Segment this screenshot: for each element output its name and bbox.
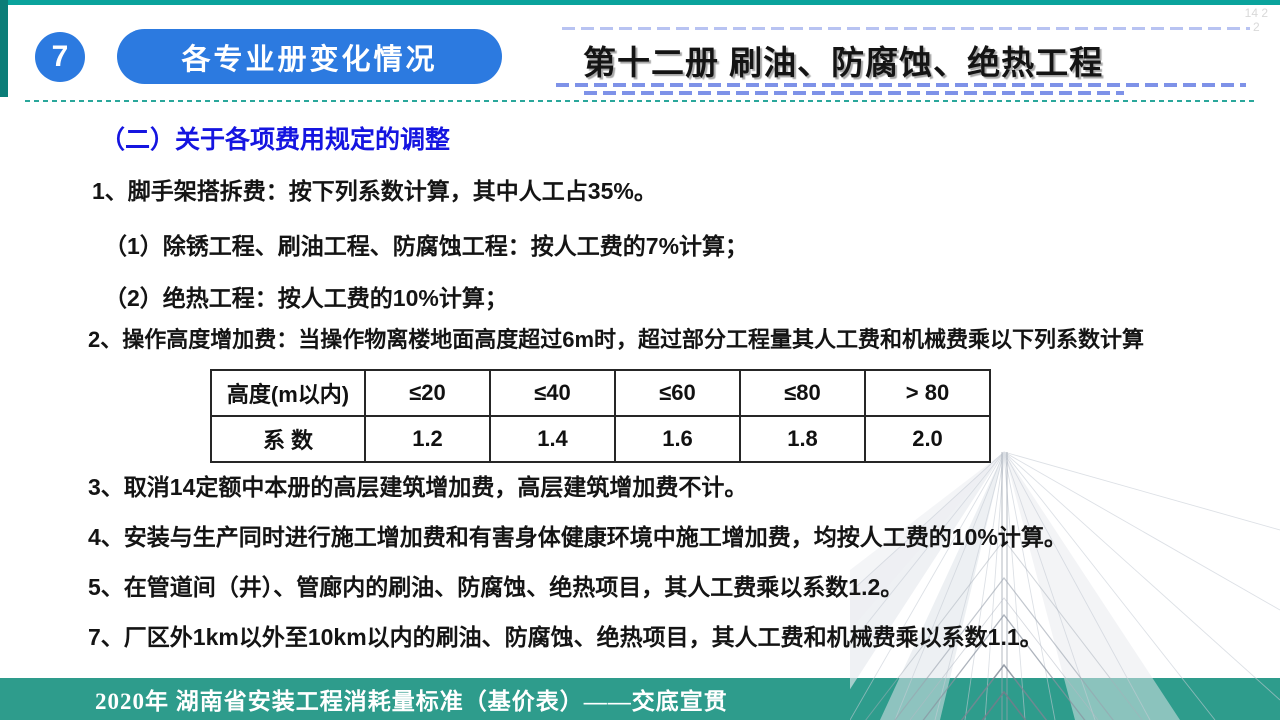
table-cell: 1.2 [364,415,491,463]
top-accent-strip [0,0,1280,5]
paragraph-5: 5、在管道间（井）、管廊内的刷油、防腐蚀、绝热项目，其人工费乘以系数1.2。 [88,574,904,600]
paragraph-7: 7、厂区外1km以外至10km以内的刷油、防腐蚀、绝热项目，其人工费和机械费乘以… [88,624,1043,650]
table-cell: ≤60 [614,369,741,417]
table-cell: 1.4 [489,415,616,463]
title-dash-line-2 [584,91,1124,95]
paragraph-4: 4、安装与生产同时进行施工增加费和有害身体健康环境中施工增加费，均按人工费的10… [88,524,1067,550]
corner-note-line1: 14 2 [1244,6,1268,20]
section-pill-label: 各专业册变化情况 [181,43,438,76]
paragraph-1-sub1: （1）除锈工程、刷油工程、防腐蚀工程：按人工费的7%计算； [104,233,749,259]
table-cell: ≤40 [489,369,616,417]
left-edge-accent [0,0,8,97]
table-cell: ≤20 [364,369,491,417]
corner-note: 14 2 2 [1245,6,1268,34]
paragraph-2: 2、操作高度增加费：当操作物离楼地面高度超过6m时，超过部分工程量其人工费和机械… [88,327,1145,352]
paragraph-1-sub2: （2）绝热工程：按人工费的10%计算； [104,285,508,311]
table-row: 系 数 1.2 1.4 1.6 1.8 2.0 [210,415,991,463]
paragraph-1: 1、脚手架搭拆费：按下列系数计算，其中人工占35%。 [92,178,657,204]
table-cell: 1.8 [739,415,866,463]
slide-number-badge: 7 [35,32,85,82]
title-dash-line-top [562,27,1250,30]
title-dash-line-1 [556,83,1246,87]
height-coefficient-table: 高度(m以内) ≤20 ≤40 ≤60 ≤80 > 80 系 数 1.2 1.4… [210,369,991,463]
page-title: 第十二册 刷油、防腐蚀、绝热工程 [583,44,1104,81]
table-cell: 高度(m以内) [210,369,366,417]
footer-caption: 2020年 湖南省安装工程消耗量标准（基价表）——交底宣贯 [95,689,728,714]
corner-note-line2: 2 [1252,20,1260,34]
section-heading: （二）关于各项费用规定的调整 [100,126,451,154]
table-cell: > 80 [864,369,991,417]
table-cell: 2.0 [864,415,991,463]
paragraph-3: 3、取消14定额中本册的高层建筑增加费，高层建筑增加费不计。 [88,474,748,500]
table-cell: 系 数 [210,415,366,463]
table-row: 高度(m以内) ≤20 ≤40 ≤60 ≤80 > 80 [210,369,991,417]
table-cell: 1.6 [614,415,741,463]
section-pill: 各专业册变化情况 [117,29,502,84]
building-wireframe-watermark [850,451,1280,720]
header-divider-line [25,100,1255,102]
table-cell: ≤80 [739,369,866,417]
